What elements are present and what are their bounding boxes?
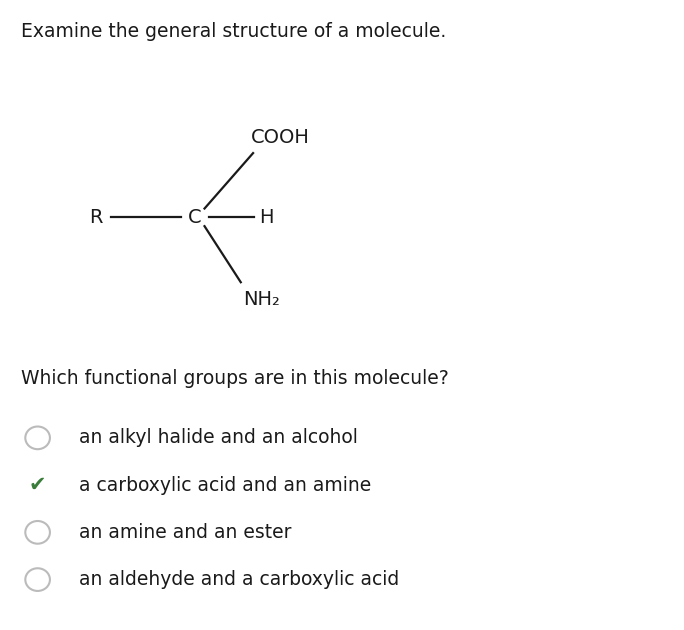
Text: R: R [89, 208, 103, 227]
Text: Which functional groups are in this molecule?: Which functional groups are in this mole… [21, 369, 448, 387]
Text: an amine and an ester: an amine and an ester [79, 523, 291, 542]
Text: COOH: COOH [251, 128, 310, 147]
Text: C: C [188, 208, 202, 227]
Text: ✔: ✔ [29, 475, 47, 495]
Text: a carboxylic acid and an amine: a carboxylic acid and an amine [79, 476, 371, 495]
Text: an alkyl halide and an alcohol: an alkyl halide and an alcohol [79, 428, 358, 447]
Text: NH₂: NH₂ [243, 290, 280, 309]
Text: Examine the general structure of a molecule.: Examine the general structure of a molec… [21, 22, 446, 41]
Text: an aldehyde and a carboxylic acid: an aldehyde and a carboxylic acid [79, 570, 399, 589]
Text: H: H [259, 208, 274, 227]
